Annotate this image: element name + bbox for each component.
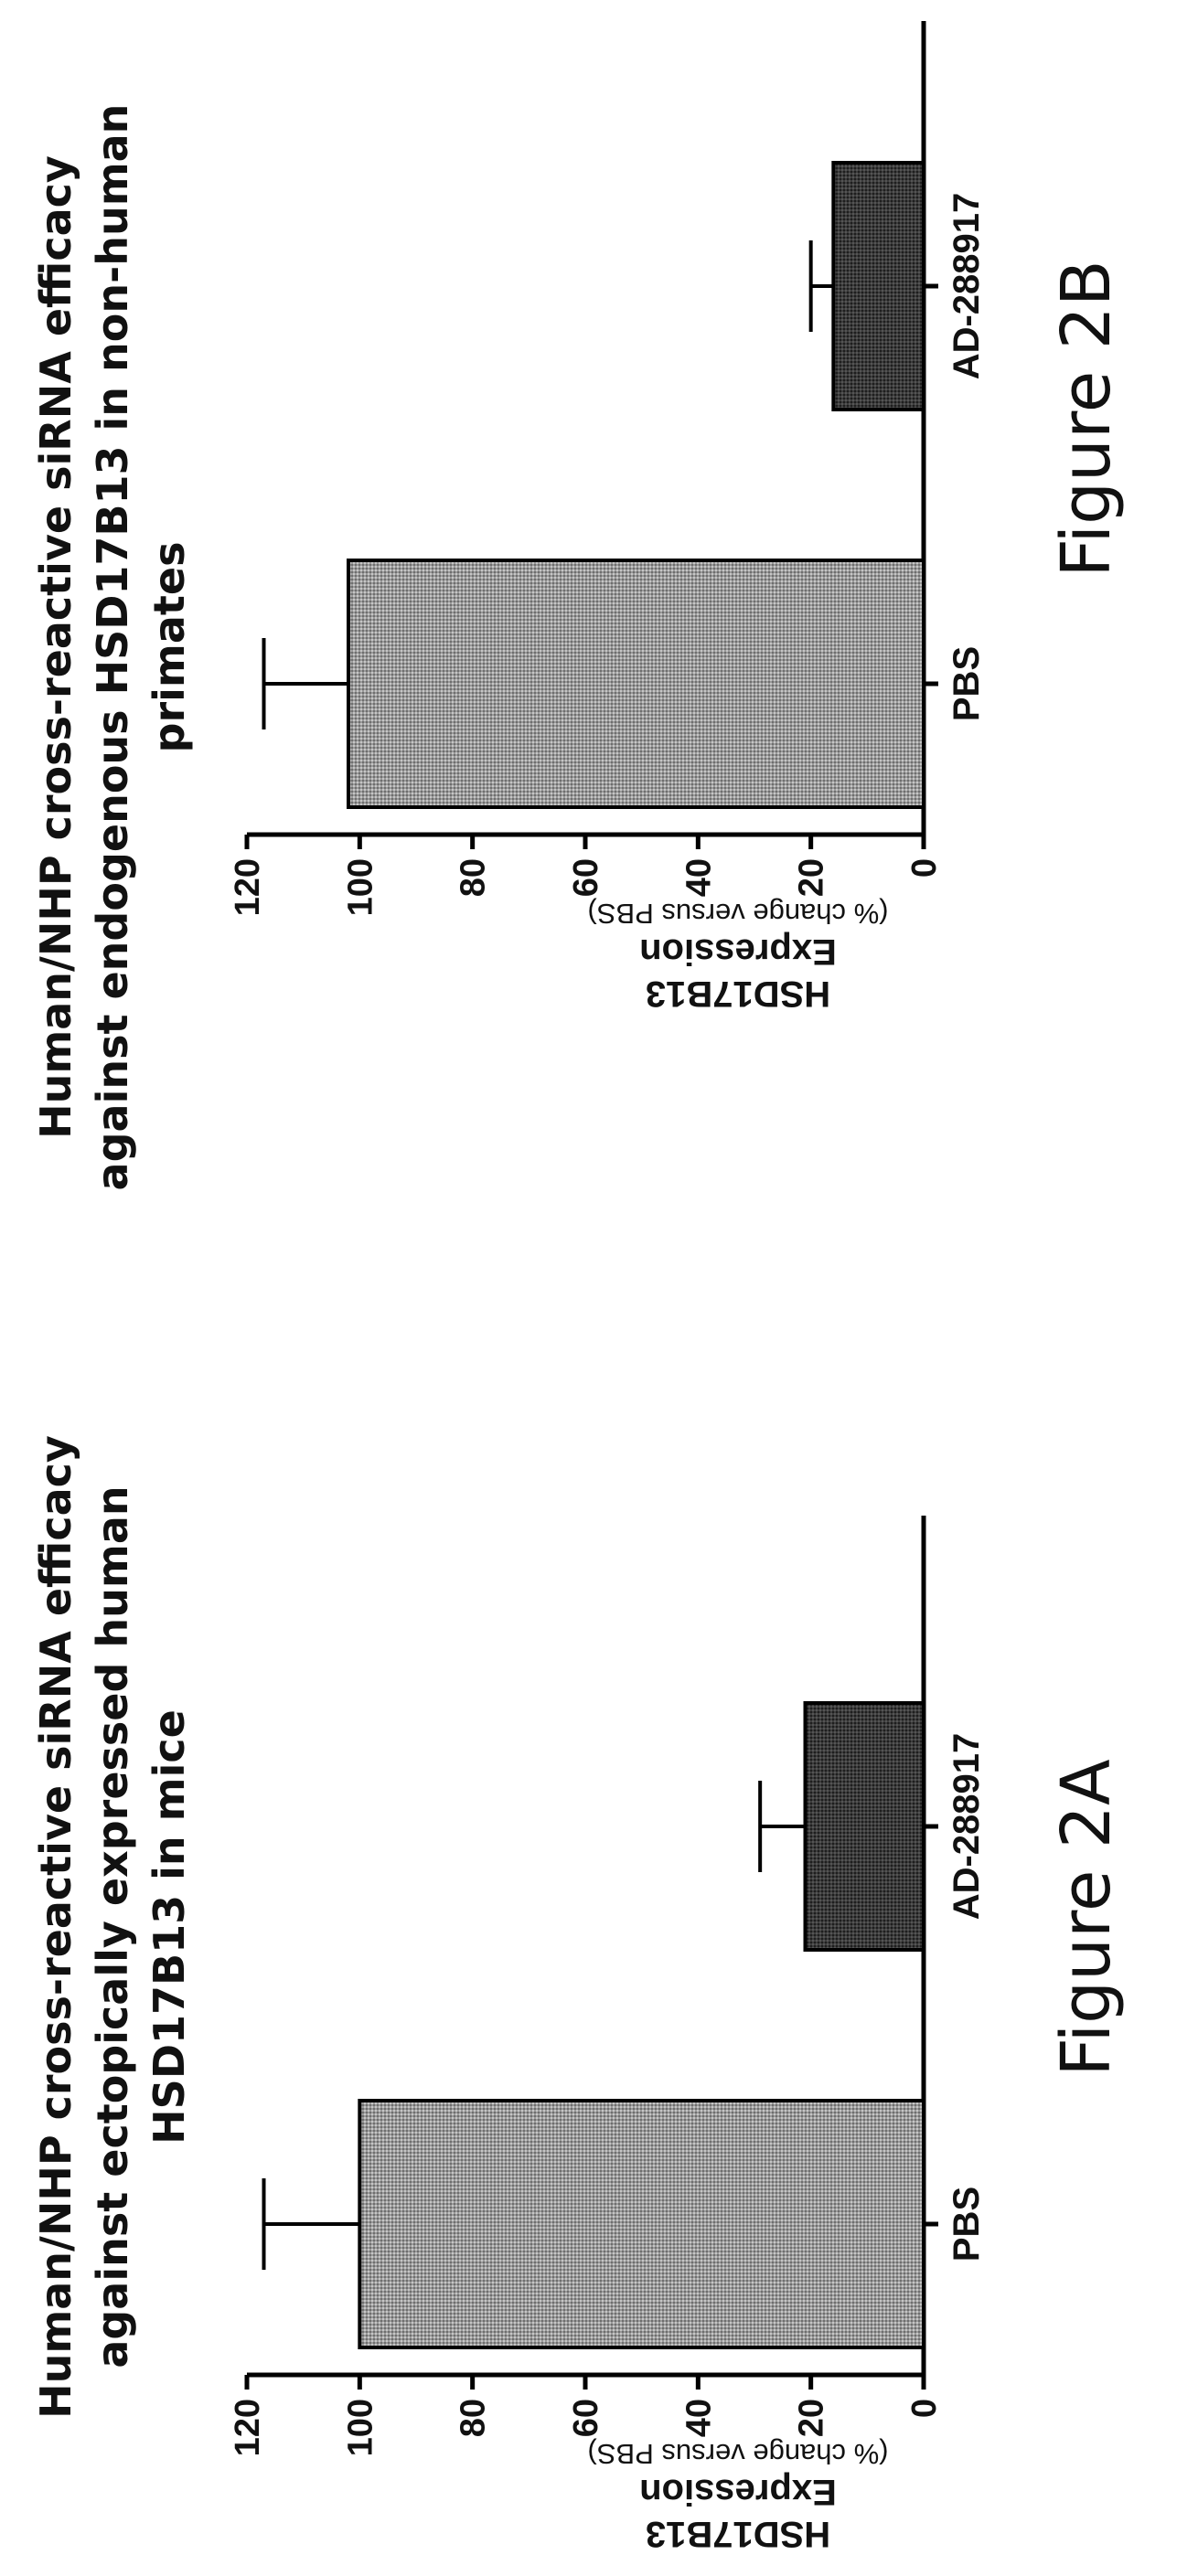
chart-a-y-tick-label: 0 bbox=[905, 2399, 944, 2418]
chart-b-title-line-3: primates bbox=[144, 541, 194, 753]
chart-b-y-tick-label: 40 bbox=[679, 858, 718, 897]
chart-b-y-axis-label: HSD17B13 Expression (% change versus PBS… bbox=[546, 898, 930, 1015]
chart-a-figure-label: Figure 2A bbox=[1047, 1759, 1126, 2077]
chart-b-y-tick-label: 20 bbox=[793, 858, 831, 897]
chart-b-figure-label: Figure 2B bbox=[1047, 260, 1126, 578]
chart-a-x-tick-label: PBS bbox=[947, 2187, 987, 2262]
chart-a-y-tick-label: 120 bbox=[229, 2399, 267, 2456]
chart-a-bar bbox=[803, 1701, 925, 1952]
chart-b-title: Human/NHP cross-reactive siRNA efficacy … bbox=[27, 16, 198, 1278]
chart-a-y-tick-label: 40 bbox=[679, 2399, 718, 2437]
chart-b-error-bar bbox=[262, 638, 348, 729]
chart-a-error-bar bbox=[758, 1781, 806, 1872]
chart-a-error-bar bbox=[262, 2178, 360, 2270]
chart-b-title-line-1: Human/NHP cross-reactive siRNA efficacy bbox=[31, 155, 80, 1139]
chart-a-y-axis-label: HSD17B13 Expression (% change versus PBS… bbox=[546, 2438, 930, 2555]
chart-b-y-tick-label: 100 bbox=[341, 858, 380, 916]
chart-b-error-bar bbox=[808, 240, 834, 332]
chart-b-x-tick-label: AD-288917 bbox=[947, 193, 987, 380]
chart-a-y-tick-label: 80 bbox=[455, 2399, 493, 2437]
chart-a-y-tick-label: 20 bbox=[793, 2399, 831, 2437]
chart-a-y-tick-label: 60 bbox=[567, 2399, 605, 2437]
chart-a-y-axis-title: HSD17B13 Expression bbox=[639, 2472, 837, 2554]
chart-b-y-axis-title: HSD17B13 Expression bbox=[639, 931, 837, 1014]
chart-a-title-line-1: Human/NHP cross-reactive siRNA efficacy bbox=[31, 1435, 80, 2419]
chart-a-y-tick-label: 100 bbox=[341, 2399, 380, 2456]
chart-b-y-tick-label: 0 bbox=[905, 858, 944, 878]
chart-b-title-line-2: against endogenous HSD17B13 in non-human bbox=[88, 103, 137, 1191]
chart-b-x-tick-label: PBS bbox=[947, 646, 987, 721]
chart-b-y-tick-label: 80 bbox=[455, 858, 493, 897]
chart-a-title-line-2: against ectopically expressed human bbox=[88, 1485, 137, 2368]
chart-a-title: Human/NHP cross-reactive siRNA efficacy … bbox=[27, 1315, 198, 2539]
chart-b-plot: 0 20 40 60 80 100 120 PBS AD-288917 bbox=[229, 21, 987, 916]
chart-a-title-line-3: HSD17B13 in mice bbox=[144, 1709, 194, 2145]
chart-a-x-tick-label: AD-288917 bbox=[947, 1733, 987, 1921]
chart-b-bar bbox=[347, 559, 925, 809]
chart-b-y-tick-label: 120 bbox=[229, 858, 267, 916]
chart-b-y-tick-label: 60 bbox=[567, 858, 605, 897]
chart-b-bar bbox=[831, 161, 925, 411]
chart-a-plot: 0 20 40 60 80 100 120 PBS AD-288917 bbox=[229, 1516, 987, 2456]
chart-a-bar bbox=[358, 2099, 926, 2349]
